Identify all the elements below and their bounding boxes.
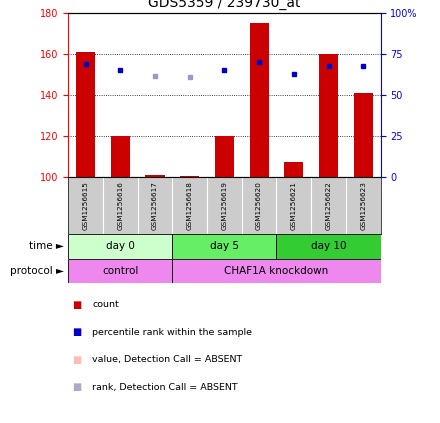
Text: day 10: day 10	[311, 242, 346, 252]
Bar	[146, 175, 165, 177]
Text: GSM1256616: GSM1256616	[117, 181, 123, 230]
Text: count: count	[92, 300, 119, 309]
Text: percentile rank within the sample: percentile rank within the sample	[92, 327, 253, 337]
Text: CHAF1A knockdown: CHAF1A knockdown	[224, 266, 329, 276]
Text: ■: ■	[73, 354, 82, 365]
Text: GSM1256623: GSM1256623	[360, 181, 366, 230]
Text: ■: ■	[73, 299, 82, 310]
Text: day 0: day 0	[106, 242, 135, 252]
Text: GSM1256619: GSM1256619	[221, 181, 227, 230]
Title: GDS5359 / 239730_at: GDS5359 / 239730_at	[148, 0, 301, 10]
Text: GSM1256617: GSM1256617	[152, 181, 158, 230]
Bar	[249, 23, 269, 177]
Text: protocol ►: protocol ►	[10, 266, 64, 276]
Text: GSM1256620: GSM1256620	[256, 181, 262, 230]
Text: rank, Detection Call = ABSENT: rank, Detection Call = ABSENT	[92, 382, 238, 392]
Text: control: control	[102, 266, 139, 276]
Text: day 5: day 5	[210, 242, 239, 252]
Bar	[354, 93, 373, 177]
Bar	[76, 52, 95, 177]
Text: ■: ■	[73, 327, 82, 337]
Bar	[284, 162, 303, 177]
Bar	[276, 234, 381, 259]
Text: GSM1256621: GSM1256621	[291, 181, 297, 230]
Bar	[319, 54, 338, 177]
Bar	[68, 259, 172, 283]
Text: GSM1256618: GSM1256618	[187, 181, 193, 230]
Text: ■: ■	[73, 382, 82, 392]
Text: value, Detection Call = ABSENT: value, Detection Call = ABSENT	[92, 355, 242, 364]
Bar	[172, 234, 276, 259]
Text: GSM1256615: GSM1256615	[83, 181, 88, 230]
Text: time ►: time ►	[29, 242, 64, 252]
Bar	[215, 136, 234, 177]
Bar	[172, 259, 381, 283]
Bar	[68, 234, 172, 259]
Bar	[180, 176, 199, 177]
Bar	[111, 136, 130, 177]
Text: GSM1256622: GSM1256622	[326, 181, 331, 230]
